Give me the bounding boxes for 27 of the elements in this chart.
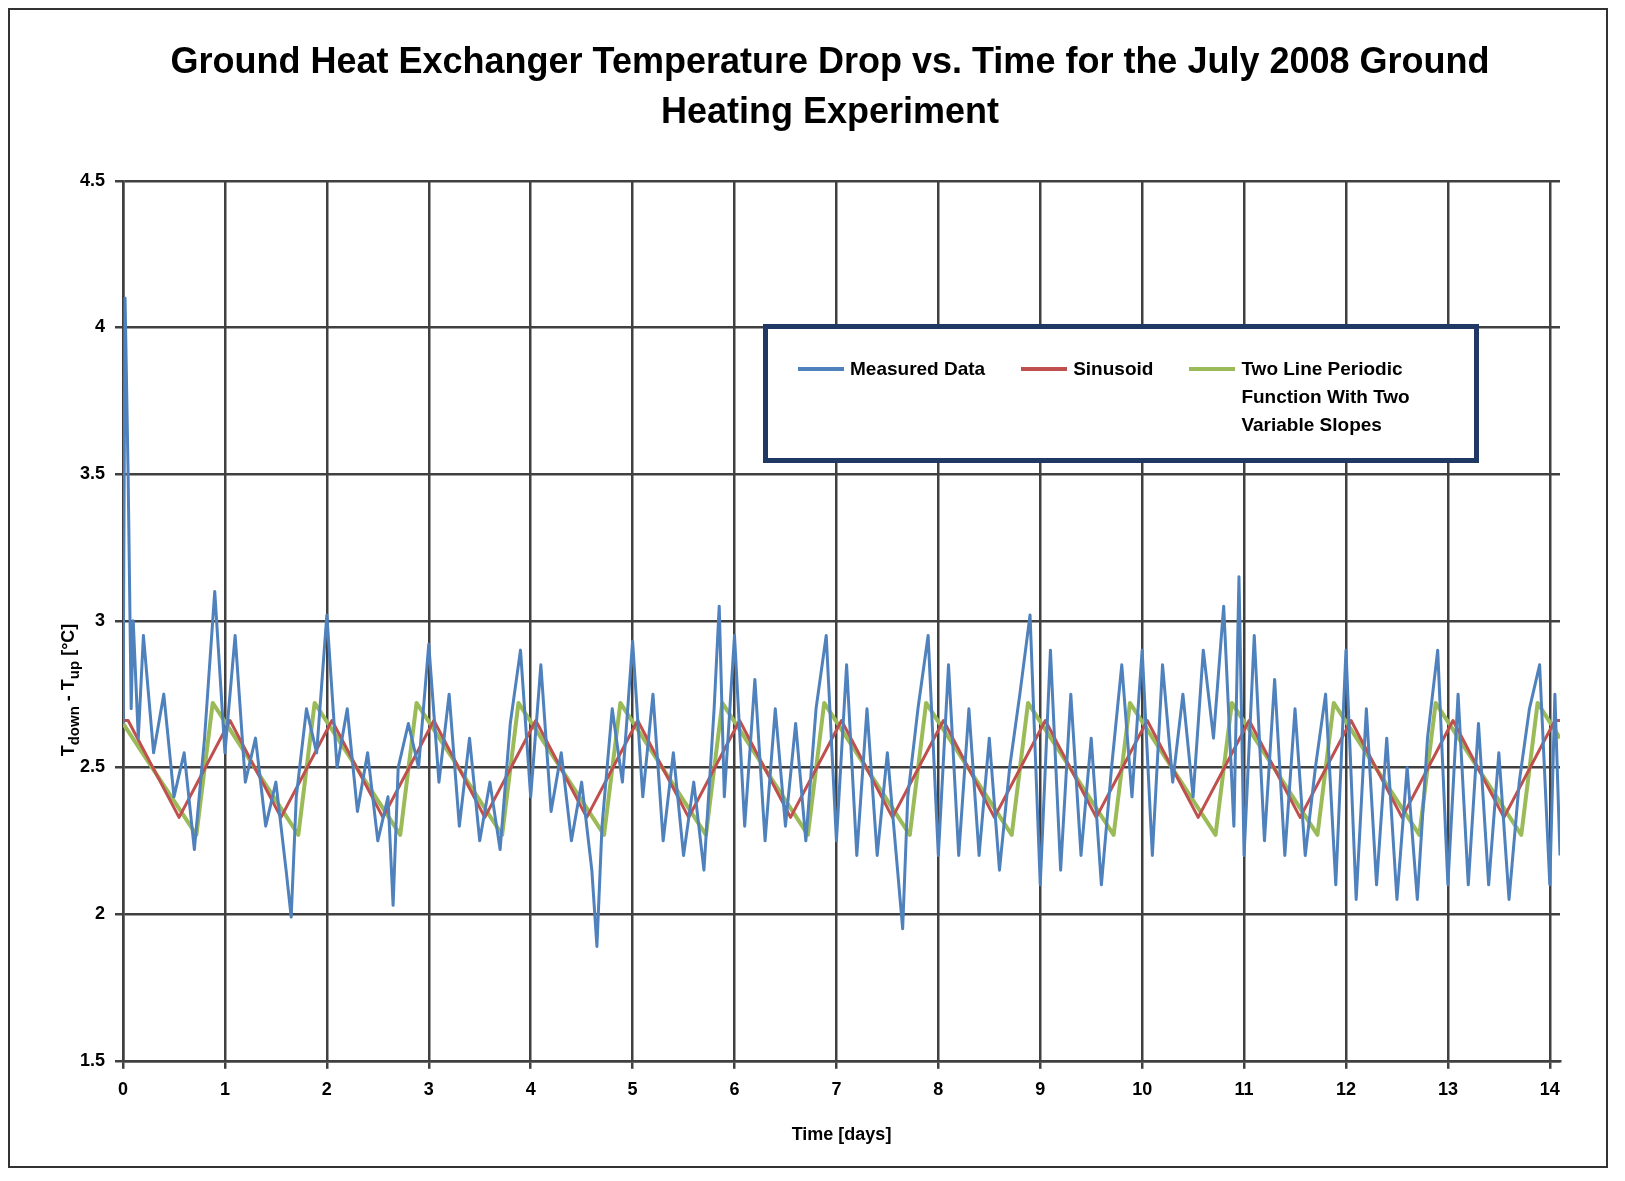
x-tick-label: 3 (423, 1078, 434, 1099)
x-tick-label: 13 (1437, 1078, 1458, 1099)
x-tick-label: 11 (1234, 1078, 1254, 1099)
x-tick-label: 12 (1335, 1078, 1356, 1099)
x-tick-label: 5 (627, 1078, 638, 1099)
x-tick-label: 0 (118, 1078, 129, 1099)
x-tick-label: 6 (729, 1078, 740, 1099)
y-tick-label: 3 (95, 609, 106, 630)
x-tick-label: 2 (321, 1078, 332, 1099)
y-tick-label: 1.5 (79, 1049, 106, 1070)
chart-title: Ground Heat Exchanger Temperature Drop vs. Time for the July 2008 Ground Heating Experiment (169, 39, 1491, 133)
x-tick-label: 7 (831, 1078, 842, 1099)
x-tick-label: 9 (1035, 1078, 1046, 1099)
x-tick-label: 1 (219, 1078, 230, 1099)
legend-label: Sinusoid (1073, 357, 1154, 381)
y-tick-label: 4 (95, 316, 106, 337)
x-tick-label: 14 (1539, 1078, 1560, 1099)
legend-label: Two Line Periodic Function With Two Variable Slopes (1241, 357, 1411, 437)
x-tick-label: 4 (525, 1078, 536, 1099)
y-tick-label: 4.5 (79, 169, 106, 190)
legend-label: Measured Data (850, 357, 986, 381)
x-tick-label: 10 (1132, 1078, 1153, 1099)
x-tick-label: 8 (933, 1078, 944, 1099)
y-tick-label: 2 (95, 903, 106, 924)
y-tick-label: 3.5 (79, 463, 106, 484)
x-axis-title: Time [days] (791, 1124, 892, 1145)
y-tick-label: 2.5 (79, 756, 106, 777)
